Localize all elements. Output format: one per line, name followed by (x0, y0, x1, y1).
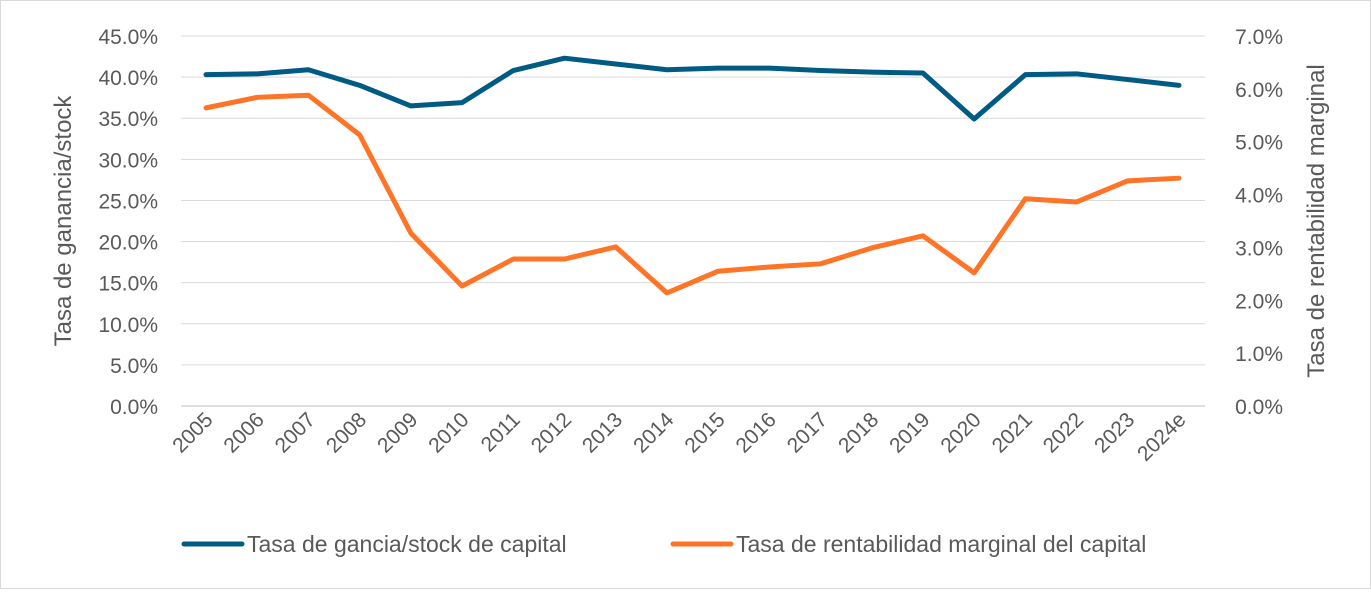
x-tick-label: 2016 (732, 408, 781, 457)
y-axis-label: Tasa de ganancia/stock (50, 95, 77, 347)
x-tick-label: 2019 (885, 408, 934, 457)
y-tick-label: 40.0% (98, 67, 158, 90)
x-tick-label: 2005 (168, 408, 217, 457)
x-tick-label: 2006 (219, 408, 268, 457)
y-tick-label: 25.0% (98, 190, 158, 213)
y2-tick-label: 1.0% (1235, 343, 1283, 366)
x-tick-label: 2007 (271, 408, 320, 457)
x-tick-label: 2009 (373, 408, 422, 457)
x-tick-label: 2013 (578, 408, 627, 457)
x-tick-label: 2011 (477, 408, 525, 456)
y2-axis-label: Tasa de rentabilidad marginal (1303, 64, 1330, 378)
y-tick-label: 0.0% (110, 396, 158, 419)
y-tick-label: 30.0% (98, 149, 158, 172)
y-tick-label: 20.0% (98, 232, 158, 255)
y2-tick-label: 4.0% (1235, 185, 1283, 208)
x-tick-label: 2023 (1090, 408, 1139, 457)
x-tick-label: 2008 (322, 408, 371, 457)
legend-label: Tasa de gancia/stock de capital (247, 531, 567, 557)
x-tick-label: 2012 (527, 408, 576, 457)
y2-tick-label: 6.0% (1235, 79, 1283, 102)
x-tick-label: 2022 (1039, 408, 1088, 457)
x-tick-label: 2014 (629, 408, 679, 458)
y-tick-label: 15.0% (98, 273, 158, 296)
x-tick-label: 2018 (834, 408, 883, 457)
x-tick-label: 2017 (783, 408, 832, 457)
y-tick-label: 35.0% (98, 108, 158, 131)
y2-tick-label: 2.0% (1235, 290, 1283, 313)
series-line-1 (203, 92, 1182, 296)
y2-tick-label: 3.0% (1235, 237, 1283, 260)
y-tick-label: 45.0% (98, 26, 158, 49)
y2-tick-label: 0.0% (1235, 396, 1283, 419)
legend-label: Tasa de rentabilidad marginal del capita… (736, 531, 1146, 557)
x-tick-label: 2024e (1133, 408, 1191, 466)
series-line-0 (203, 55, 1182, 122)
y-tick-label: 10.0% (98, 314, 158, 337)
x-tick-label: 2015 (680, 408, 729, 457)
y2-tick-label: 5.0% (1235, 132, 1283, 155)
legend: Tasa de gancia/stock de capital Tasa de r… (181, 531, 1146, 557)
y2-tick-label: 7.0% (1235, 26, 1283, 49)
y-tick-label: 5.0% (110, 355, 158, 378)
x-tick-label: 2010 (424, 408, 473, 457)
x-tick-label: 2020 (936, 408, 985, 457)
x-tick-label: 2021 (988, 408, 1037, 457)
